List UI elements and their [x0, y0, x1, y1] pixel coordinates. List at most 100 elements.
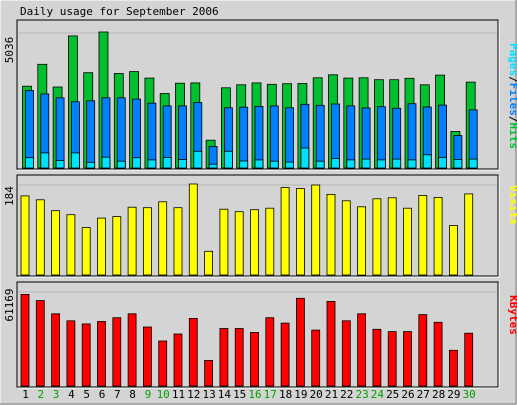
bar-visits	[464, 193, 474, 276]
bar-kbytes	[204, 359, 214, 387]
x-tick-label: 10	[157, 388, 170, 401]
bar-visits	[112, 216, 122, 276]
x-tick-label: 17	[264, 388, 277, 401]
bar-kbytes	[448, 349, 458, 387]
bar-visits	[433, 196, 443, 276]
x-tick-label: 8	[129, 388, 136, 401]
bar-visits	[357, 206, 367, 276]
bar-kbytes	[158, 340, 168, 387]
x-tick-label: 2	[37, 388, 44, 401]
y-max-label: 5036	[3, 37, 16, 64]
bar-visits	[250, 209, 259, 276]
bar-pages	[71, 152, 80, 169]
bar-kbytes	[357, 313, 367, 387]
x-tick-label: 19	[294, 388, 307, 401]
bar-kbytes	[311, 329, 321, 387]
bar-visits	[20, 195, 30, 276]
bar-kbytes	[326, 300, 336, 387]
panel-frame	[16, 281, 499, 388]
x-tick-label: 11	[172, 388, 185, 401]
bar-files	[86, 100, 96, 169]
bar-files	[178, 105, 187, 169]
bar-pages	[438, 157, 448, 169]
x-tick-label: 20	[310, 388, 323, 401]
bar-kbytes	[372, 328, 382, 387]
bar-kbytes	[464, 332, 474, 387]
bar-files	[147, 102, 157, 169]
bar-pages	[132, 157, 142, 169]
bar-visits	[295, 188, 305, 276]
bar-visits	[311, 184, 321, 276]
x-tick-label: 12	[187, 388, 200, 401]
y-max-label: 61169	[3, 288, 16, 321]
bar-kbytes	[341, 320, 351, 387]
bar-kbytes	[81, 323, 91, 387]
bar-pages	[361, 158, 371, 169]
bar-pages	[269, 160, 279, 169]
bar-kbytes	[112, 317, 122, 387]
bar-pages	[116, 160, 126, 169]
bar-pages	[254, 159, 264, 169]
bar-files	[376, 106, 386, 169]
bar-pages	[300, 147, 310, 169]
bar-kbytes	[295, 297, 305, 387]
bar-pages	[468, 158, 478, 169]
chart-title: Daily usage for September 2006	[20, 5, 219, 18]
x-tick-label: 18	[279, 388, 292, 401]
bar-pages	[55, 159, 65, 169]
bar-kbytes	[173, 333, 183, 387]
bar-kbytes	[188, 317, 198, 387]
bar-visits	[234, 211, 244, 276]
bar-pages	[162, 157, 172, 169]
x-tick-label: 25	[386, 388, 399, 401]
bar-visits	[35, 199, 45, 276]
bar-pages	[346, 159, 356, 169]
bar-visits	[418, 194, 428, 276]
bar-files	[116, 97, 126, 169]
bar-pages	[453, 158, 463, 169]
bar-visits	[188, 183, 198, 276]
bar-kbytes	[66, 320, 76, 387]
bar-visits	[97, 217, 106, 276]
x-tick-label: 4	[68, 388, 75, 401]
bar-kbytes	[35, 300, 45, 387]
bar-files	[285, 107, 295, 169]
bar-pages	[25, 157, 34, 169]
series-legend-part: /	[507, 116, 517, 123]
bar-visits	[142, 207, 152, 276]
bar-pages	[407, 159, 417, 169]
bar-kbytes	[250, 331, 259, 387]
x-tick-label: 28	[432, 388, 445, 401]
x-tick-label: 15	[233, 388, 246, 401]
series-legend-part: /	[507, 76, 517, 83]
bar-visits	[326, 193, 336, 276]
bar-pages	[315, 160, 325, 169]
x-tick-label: 7	[114, 388, 121, 401]
x-tick-label: 29	[447, 388, 460, 401]
bar-visits	[66, 214, 76, 276]
bar-pages	[40, 152, 50, 169]
x-tick-label: 27	[417, 388, 430, 401]
bar-kbytes	[280, 322, 290, 387]
panel-visits: 184 Visits	[3, 174, 517, 278]
bar-kbytes	[433, 321, 443, 387]
bar-visits	[158, 201, 168, 276]
bar-kbytes	[387, 331, 397, 387]
x-tick-label: 5	[83, 388, 90, 401]
bar-visits	[173, 207, 183, 276]
x-tick-label: 13	[202, 388, 215, 401]
x-tick-label: 16	[248, 388, 261, 401]
bar-visits	[51, 210, 60, 276]
bar-files	[315, 104, 325, 169]
x-tick-label: 24	[371, 388, 385, 401]
bar-kbytes	[20, 293, 30, 387]
bar-visits	[387, 197, 397, 276]
bar-visits	[341, 200, 351, 276]
bar-visits	[127, 206, 137, 276]
bar-kbytes	[97, 321, 106, 387]
series-legend-part: Hits	[507, 123, 517, 150]
panel-frame	[16, 174, 499, 277]
